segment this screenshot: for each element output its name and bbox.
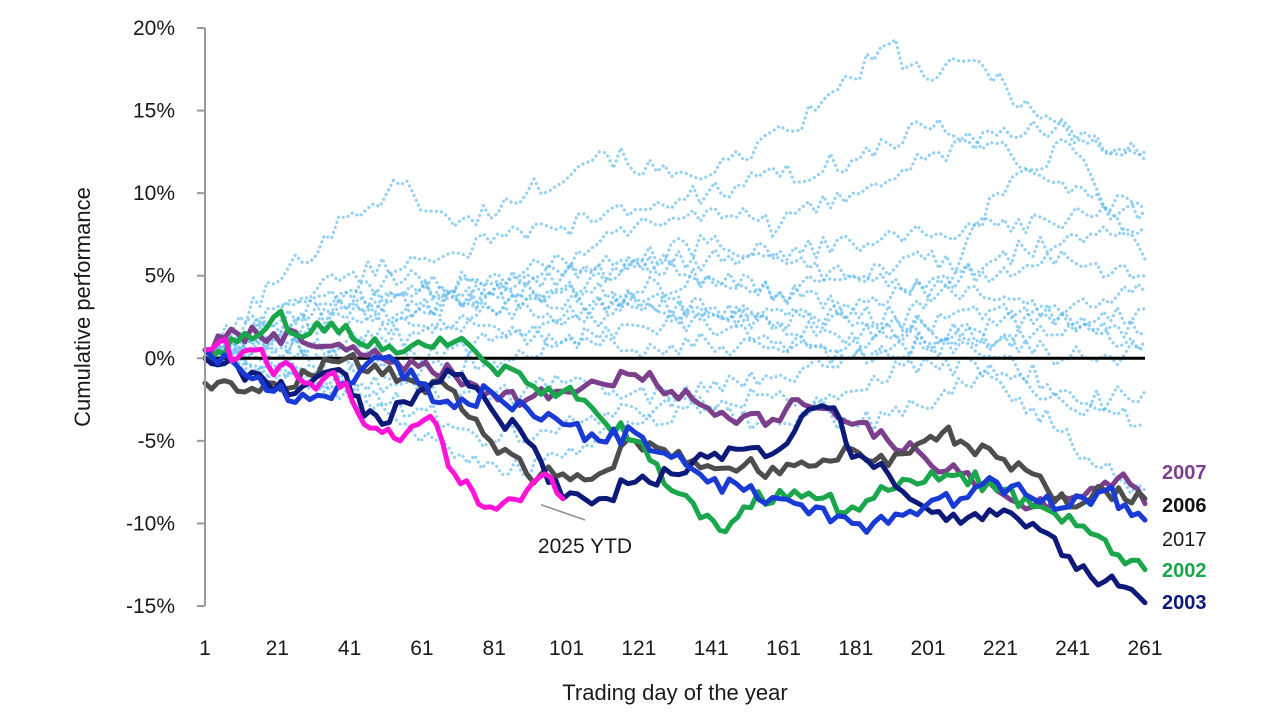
- background-series-line: [203, 37, 1147, 360]
- x-tick-label: 261: [1127, 637, 1162, 660]
- series-line-2007: [202, 324, 1148, 512]
- x-tick-label: 141: [694, 637, 729, 660]
- series-line-2025-ytd: [202, 336, 566, 512]
- y-tick-label: 15%: [133, 100, 175, 123]
- y-tick-label: 5%: [145, 265, 175, 288]
- background-series-line: [203, 303, 1147, 429]
- end-label-2007: 2007: [1162, 462, 1207, 484]
- x-tick-label: 1: [199, 637, 211, 660]
- background-series-group: [203, 37, 1147, 497]
- x-tick-label: 21: [266, 637, 289, 660]
- highlighted-series-group: [202, 308, 1148, 606]
- y-tick-label: -5%: [138, 430, 175, 453]
- series-end-labels: 2007 2006 2017 2002 2003: [1162, 462, 1207, 614]
- x-tick-label: 101: [549, 637, 584, 660]
- background-series-line: [203, 232, 1147, 365]
- x-axis-title: Trading day of the year: [562, 680, 787, 705]
- background-series-line: [203, 201, 1147, 362]
- end-label-2017: 2017: [1162, 529, 1207, 551]
- x-tick-label: 181: [838, 637, 873, 660]
- series-line-2017: [202, 347, 1148, 535]
- background-series-line: [203, 117, 1147, 362]
- y-tick-label: 10%: [133, 182, 175, 205]
- end-label-2003: 2003: [1162, 592, 1207, 614]
- background-series-line: [203, 248, 1147, 361]
- background-series-line: [203, 281, 1147, 380]
- background-series-line: [203, 224, 1147, 361]
- end-label-2002: 2002: [1162, 560, 1207, 582]
- series-line-2003: [202, 355, 1148, 606]
- y-tick-label: -15%: [126, 595, 175, 618]
- y-tick-label: 0%: [145, 347, 175, 370]
- x-axis: 1 21 41 61 81 101 121 141 161 181 201 221 241 261: [199, 637, 1162, 660]
- background-series-line: [203, 116, 1147, 360]
- x-tick-label: 121: [621, 637, 656, 660]
- x-tick-label: 61: [410, 637, 433, 660]
- end-label-2006: 2006: [1162, 495, 1207, 517]
- y-axis: 20% 15% 10% 5% 0% -5% -10% -15%: [126, 17, 205, 618]
- x-tick-label: 201: [911, 637, 946, 660]
- annotation-leader-line: [540, 503, 586, 521]
- background-series-line: [203, 354, 1147, 432]
- background-series-line: [203, 263, 1147, 363]
- y-tick-label: -10%: [126, 512, 175, 535]
- x-tick-label: 41: [338, 637, 361, 660]
- y-axis-title: Cumulative performance: [70, 187, 95, 427]
- x-tick-label: 81: [483, 637, 506, 660]
- x-tick-label: 221: [983, 637, 1018, 660]
- y-tick-label: 20%: [133, 17, 175, 40]
- x-tick-label: 241: [1055, 637, 1090, 660]
- ytd-annotation-label: 2025 YTD: [538, 535, 632, 558]
- x-tick-label: 161: [766, 637, 801, 660]
